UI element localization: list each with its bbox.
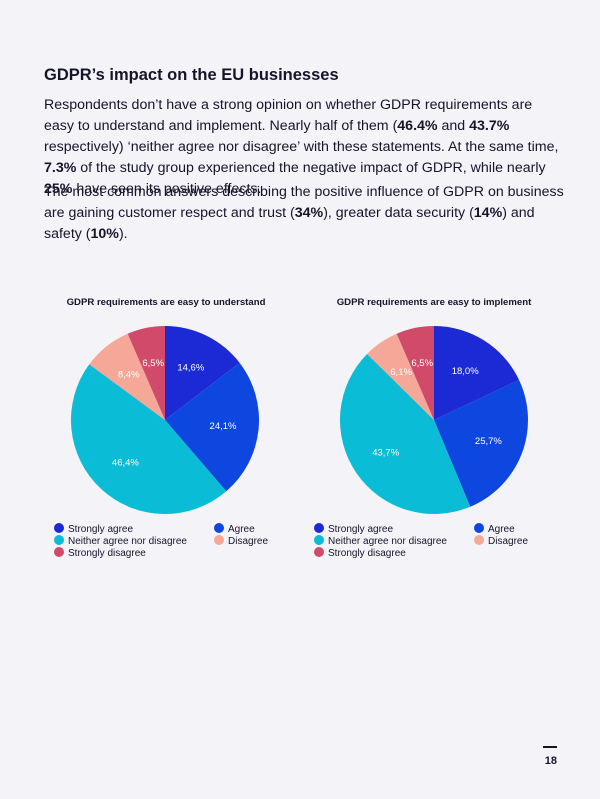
data-label: 14,6% — [177, 363, 204, 374]
positive-influence-paragraph: The most common answers describing the p… — [44, 182, 564, 245]
data-label: 6,5% — [142, 358, 164, 369]
paragraph2-segment: 34% — [294, 205, 324, 221]
pie-slice-agree — [165, 362, 260, 492]
legend-label: Disagree — [488, 536, 529, 547]
paragraph2-segment: ). — [118, 226, 128, 242]
legend-label: Neither agree nor disagree — [328, 536, 447, 547]
data-label: 8,4% — [118, 369, 140, 380]
legend-swatch — [214, 523, 224, 533]
legend-swatch — [54, 523, 64, 533]
legend-item: Disagree — [214, 535, 268, 548]
legend-item: Strongly disagree — [314, 547, 406, 560]
data-label: 43,7% — [372, 448, 399, 459]
paragraph1-segment: 43.7% — [469, 118, 510, 134]
legend-label: Strongly disagree — [68, 548, 146, 559]
legend-item: Strongly agree — [314, 523, 393, 536]
legend-label: Strongly disagree — [328, 548, 406, 559]
legend-item: Agree — [474, 523, 515, 536]
paragraph1-segment: respectively) ‘neither agree nor disagre… — [44, 139, 559, 155]
paragraph2-segment: ), greater data security ( — [323, 205, 474, 221]
data-label: 24,1% — [210, 421, 237, 432]
pie-slice-strongly-disagree — [396, 326, 434, 420]
chart-title-understand: GDPR requirements are easy to understand — [66, 297, 266, 308]
paragraph1-segment: 25% — [44, 181, 73, 197]
legend-label: Agree — [488, 524, 515, 535]
data-label: 18,0% — [452, 366, 479, 377]
pie-chart-understand: 14,6% 24,1% 46,4% 8,4%6,5% — [70, 326, 260, 515]
paragraph1-segment: 46.4% — [397, 118, 438, 134]
pie-slice-neither-agree-nor-disagree — [70, 364, 227, 515]
legend-swatch — [214, 535, 224, 545]
paragraph2-segment: 10% — [90, 226, 119, 242]
legend-swatch — [314, 523, 324, 533]
page-number: 18 — [544, 755, 557, 767]
intro-paragraph: Respondents don’t have a strong opinion … — [44, 95, 564, 200]
legend-label: Agree — [228, 524, 255, 535]
legend-swatch — [54, 535, 64, 545]
legend-label: Strongly agree — [328, 524, 394, 535]
legend-label: Strongly agree — [68, 524, 134, 535]
pie-slice-disagree — [89, 333, 165, 420]
legend-swatch — [314, 547, 324, 557]
data-label: 25,7% — [475, 436, 502, 447]
legend-item: Neither agree nor disagree — [314, 535, 447, 548]
data-label: 6,1% — [390, 367, 412, 378]
paragraph2-segment: ) and safety ( — [44, 205, 535, 242]
paragraph1-segment: of the study group experienced the negat… — [76, 160, 546, 176]
legend-label: Disagree — [228, 536, 269, 547]
legend-swatch — [54, 547, 64, 557]
pie-slice-disagree — [367, 333, 434, 420]
pie-slice-agree — [434, 379, 528, 507]
page-number-rule — [543, 746, 557, 748]
legend-swatch — [314, 535, 324, 545]
legend-label: Neither agree nor disagree — [68, 536, 187, 547]
paragraph1-segment: Respondents don’t have a strong opinion … — [44, 97, 533, 134]
paragraph2-segment: The most common answers describing the p… — [44, 184, 564, 221]
pie-slice-strongly-agree — [434, 326, 520, 420]
legend-item: Neither agree nor disagree — [54, 535, 187, 548]
data-label: 6,5% — [411, 358, 433, 369]
section-heading: GDPR’s impact on the EU businesses — [44, 66, 339, 84]
pie-slice-strongly-agree — [165, 326, 240, 420]
legend-item: Disagree — [474, 535, 528, 548]
legend-item: Agree — [214, 523, 255, 536]
pie-chart-implement: 18,0% 25,7% 43,7% 6,1%6,5% — [340, 326, 528, 514]
chart-title-implement: GDPR requirements are easy to implement — [336, 297, 532, 308]
legend-item: Strongly disagree — [54, 547, 146, 560]
data-label: 46,4% — [112, 458, 139, 469]
paragraph1-segment: 7.3% — [44, 160, 77, 176]
paragraph1-segment: and — [437, 118, 470, 134]
pie-slice-neither-agree-nor-disagree — [340, 353, 471, 514]
pie-slice-strongly-disagree — [127, 326, 165, 420]
paragraph2-segment: 14% — [473, 205, 503, 221]
paragraph1-segment: have seen its positive effects. — [72, 181, 262, 197]
legend-swatch — [474, 535, 484, 545]
legend-item: Strongly agree — [54, 523, 133, 536]
legend-swatch — [474, 523, 484, 533]
